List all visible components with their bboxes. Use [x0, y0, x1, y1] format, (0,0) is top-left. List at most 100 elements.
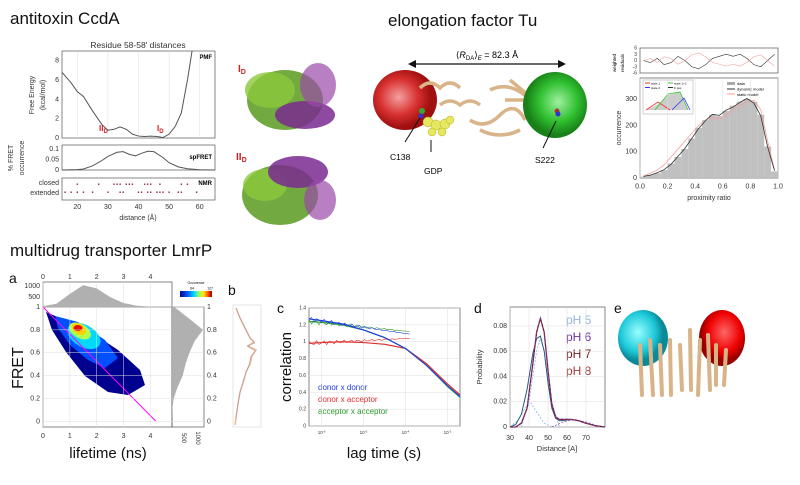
d-x-tick-label: 30 [506, 435, 514, 442]
prox-data-bar [653, 173, 661, 178]
d-component-1 [509, 402, 552, 428]
c-curve-donor-x-acceptor [308, 341, 461, 396]
c-y-tick-label: 0.6 [299, 373, 306, 379]
a-ylabel: FRET [10, 347, 27, 389]
prox-data-bar [646, 174, 654, 178]
c138-label: C138 [390, 152, 411, 162]
state-I-label: ID [157, 124, 164, 135]
prox-data-bar [674, 156, 682, 178]
prox-data-bar [736, 101, 744, 178]
nmr-extended-point [195, 191, 198, 193]
s222-arrow [542, 120, 557, 149]
right-histogram [172, 307, 203, 422]
nmr-extended-point [150, 191, 152, 193]
nmr-extended-point [107, 191, 109, 193]
prox-legend: data dynamic model static model [727, 81, 764, 97]
a-top-tick-label: 1 [68, 274, 72, 281]
c-x-tick-label: 10-5 [360, 430, 368, 436]
a-y-tick-label: 0.4 [30, 373, 40, 380]
nmr-closed-point [180, 183, 183, 185]
prox-data-bar [702, 120, 709, 178]
heatmap-density [46, 312, 145, 395]
nmr-extended-point [177, 191, 179, 193]
c-curve-donor-x-donor [308, 318, 461, 397]
prox-ylabel: occurrence [616, 111, 623, 146]
legend-data: data [737, 81, 746, 86]
spfret-y-tick-label: 0.05 [45, 157, 59, 164]
prox-data-bar [757, 114, 765, 178]
s222-label: S222 [535, 155, 555, 165]
c-ylabel: correlation [278, 332, 295, 402]
residual-tick-label: 3 [634, 52, 637, 58]
title-lmrp: multidrug transporter LmrP [10, 241, 212, 260]
a-y-tick-label: 0.6 [30, 350, 40, 357]
state-II-label: IID [99, 124, 108, 135]
structure-II-label: IID [236, 152, 247, 164]
title-eftu: elongation factor Tu [388, 11, 537, 30]
nmr-axes [61, 177, 216, 201]
acceptor-volume-red [699, 310, 745, 366]
a-top-tick-label: 3 [122, 274, 126, 281]
residuals-label-2: residuals [620, 53, 625, 72]
x-tick-label: 20 [73, 204, 81, 211]
a-xlabel: lifetime (ns) [69, 445, 147, 462]
ccda-plot-title: Residue 58-58' distances [90, 40, 185, 50]
prox-data-bar [764, 146, 772, 178]
nmr-extended-point [91, 191, 94, 193]
prox-data-bar [743, 99, 751, 178]
a-top-tick-label: 2 [95, 274, 99, 281]
c-y-tick-label: 0.4 [299, 390, 306, 396]
prox-x-tick-label: 0.8 [746, 184, 756, 191]
colorbar-tick-127: 127 [207, 287, 213, 291]
prox-data-bar [681, 149, 689, 178]
structure-I-image [245, 63, 336, 130]
nmr-extended-point [70, 191, 72, 193]
c-x-tick-label: 10-6 [318, 430, 326, 436]
pmf-y-tick-label: 0 [55, 135, 59, 142]
prox-y-tick-label: 200 [625, 122, 637, 129]
c-noise-donor-x-acceptor [308, 338, 410, 346]
d-curve-ph7 [510, 316, 606, 428]
c-xlabel: lag time (s) [347, 445, 421, 462]
a-right-tick-label: 0 [207, 418, 211, 425]
static-residuals-line [643, 52, 775, 67]
right-hist-tick-label: 1000 [194, 431, 200, 445]
d-ylabel: Probability [475, 349, 484, 384]
d-legend-ph5: pH 5 [566, 313, 592, 327]
prox-x-tick-label: 0.2 [663, 184, 673, 191]
nmr-extended-point [82, 191, 85, 193]
d-y-tick-label: 0.02 [493, 399, 507, 406]
d-x-tick-label: 40 [525, 435, 533, 442]
nmr-closed-point [131, 183, 134, 185]
residual-tick-label: 6 [634, 46, 637, 52]
a-x-tick-label: 2 [95, 433, 99, 440]
nmr-extended-point [156, 191, 158, 193]
panel-e-letter: e [614, 300, 622, 316]
d-legend-ph7: pH 7 [566, 347, 592, 361]
nmr-extended-point [122, 191, 124, 193]
top-hist-tick-label: 500 [28, 294, 40, 301]
c-legend-dd: donor x donor [318, 383, 368, 392]
panel-a-2d-histogram: Occurence 64 127 lifetime (ns) FRET 0 0 1 1… [10, 274, 217, 462]
d-xlabel: Distance [A] [537, 444, 577, 453]
a-top-tick-label: 4 [149, 274, 153, 281]
prox-data-bar [660, 170, 668, 178]
panel-b-trace [232, 304, 262, 428]
panel-d-distance-distribution: Distance [A] Probability pH 5 pH 6 pH 7 … [475, 306, 606, 453]
panel-e-structure [618, 310, 745, 397]
donor-volume-cyan [618, 310, 668, 366]
nmr-extended-point [146, 191, 149, 193]
colorbar-tick-64: 64 [190, 287, 194, 291]
pmf-y-tick-label: 8 [55, 58, 59, 65]
c-y-tick-label: 1.2 [299, 322, 306, 328]
c138-arrow [404, 117, 421, 143]
nmr-closed-point [146, 183, 149, 185]
a-right-tick-label: 0.8 [207, 327, 217, 334]
nmr-extended-point [119, 191, 121, 193]
x-tick-label: 40 [135, 204, 143, 211]
colorbar: Occurence 64 127 [180, 281, 213, 297]
prox-data-bar [695, 128, 703, 178]
structure-I-label: ID [238, 64, 246, 76]
panel-a-letter: a [9, 270, 17, 286]
a-top-tick-label: 0 [41, 274, 45, 281]
